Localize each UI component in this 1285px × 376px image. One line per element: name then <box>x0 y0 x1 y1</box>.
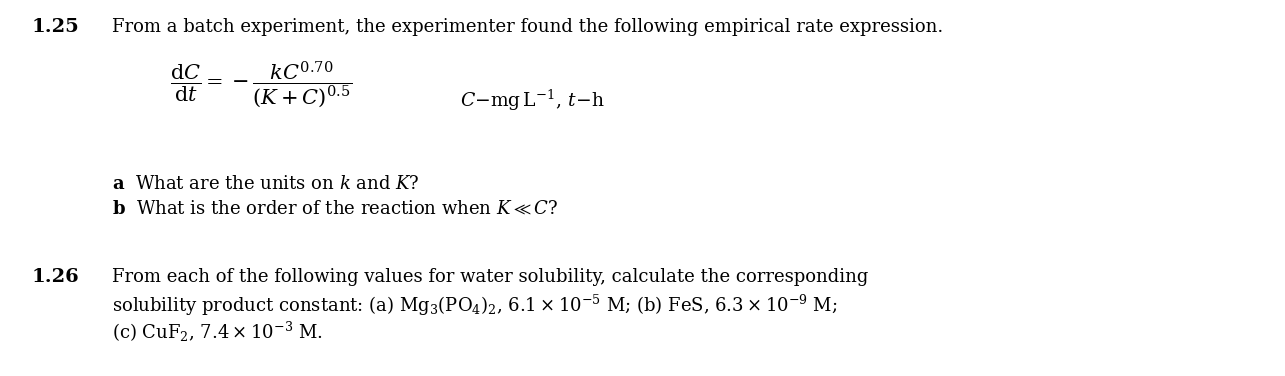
Text: 1.25: 1.25 <box>32 18 80 36</box>
Text: $\mathbf{b}$  What is the order of the reaction when $K\ll C$?: $\mathbf{b}$ What is the order of the re… <box>112 200 558 218</box>
Text: $\mathbf{a}$  What are the units on $k$ and $K$?: $\mathbf{a}$ What are the units on $k$ a… <box>112 175 419 193</box>
Text: From a batch experiment, the experimenter found the following empirical rate exp: From a batch experiment, the experimente… <box>112 18 943 36</box>
Text: 1.26: 1.26 <box>32 268 80 286</box>
Text: solubility product constant: (a) $\mathrm{Mg_3(PO_4)_2}$, $6.1 \times 10^{-5}$ M: solubility product constant: (a) $\mathr… <box>112 293 838 318</box>
Text: From each of the following values for water solubility, calculate the correspond: From each of the following values for wa… <box>112 268 869 286</box>
Text: $\dfrac{\mathrm{d}C}{\mathrm{d}t} = -\dfrac{kC^{0.70}}{(K+C)^{0.5}}$: $\dfrac{\mathrm{d}C}{\mathrm{d}t} = -\df… <box>170 60 352 110</box>
Text: $C\mathrm{-mg\,L}^{-1},\,t\mathrm{-h}$: $C\mathrm{-mg\,L}^{-1},\,t\mathrm{-h}$ <box>460 88 604 113</box>
Text: (c) $\mathrm{CuF_2}$, $7.4 \times 10^{-3}$ M.: (c) $\mathrm{CuF_2}$, $7.4 \times 10^{-3… <box>112 320 323 344</box>
